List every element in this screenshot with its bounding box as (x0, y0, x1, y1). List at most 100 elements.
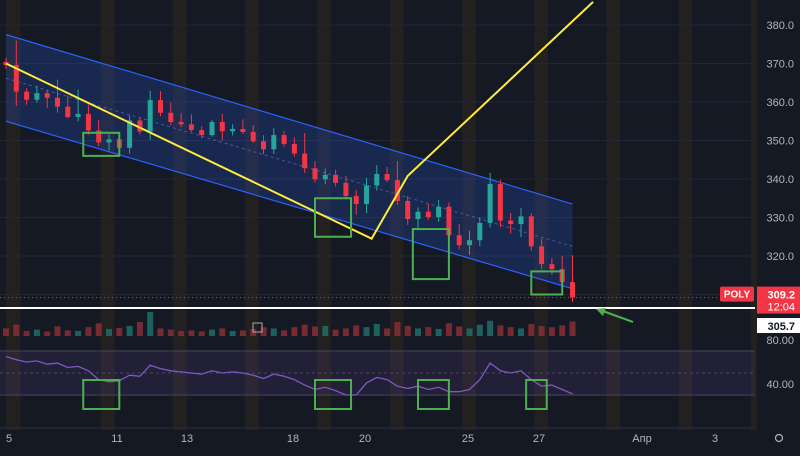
candle (467, 230, 472, 255)
candle-body (106, 139, 112, 143)
candle-body (322, 174, 328, 180)
candle (188, 114, 194, 133)
candle (178, 112, 184, 128)
time-tick-label: 11 (111, 433, 122, 445)
volume-bar (404, 325, 411, 336)
volume-bar (178, 330, 185, 336)
volume-bar (342, 328, 349, 336)
volume-bar (538, 325, 545, 336)
candle-body (281, 135, 287, 144)
highlight-box (530, 270, 564, 296)
candle-body (497, 184, 503, 221)
candle (158, 91, 163, 117)
candle-body (261, 141, 266, 150)
candle-body (137, 120, 143, 132)
volume-bar (445, 323, 452, 336)
highlight-box (411, 228, 450, 281)
rsi-highlight-box (314, 379, 353, 410)
volume-bar (425, 327, 432, 336)
price-tick-label: 330.0 (766, 213, 794, 225)
candle-body (415, 211, 421, 220)
weekend-stripe (678, 0, 692, 430)
event-marker (252, 322, 263, 333)
candle (570, 255, 575, 303)
candle (219, 113, 225, 141)
time-tick-label: 25 (462, 433, 474, 445)
highlight-box (82, 131, 121, 157)
candle-body (188, 124, 194, 131)
volume-bar (198, 331, 205, 336)
volume-bar (239, 330, 246, 336)
time-tick-label: 13 (181, 433, 193, 445)
time-tick-label: 27 (533, 433, 545, 445)
volume-bar (291, 327, 298, 336)
candle-body (240, 128, 246, 133)
weekend-stripe (462, 0, 476, 430)
volume-bar (415, 328, 421, 336)
candle (85, 104, 91, 135)
volume-bar (322, 325, 329, 336)
volume-bar (363, 327, 370, 336)
annotation-arrow-line (599, 309, 634, 323)
candle-body (168, 112, 174, 123)
level-label: 305.7 (767, 321, 795, 333)
price-tick-label: 340.0 (766, 174, 794, 186)
volume-bar (270, 328, 277, 336)
candle-body (467, 240, 472, 246)
rsi-band (0, 351, 755, 395)
candle-body (230, 128, 236, 132)
rsi-highlight-box (82, 379, 121, 410)
volume-bar (476, 324, 483, 336)
candle (34, 85, 40, 103)
highlight-box (314, 197, 353, 238)
projection-line (5, 1, 594, 240)
candle-body (528, 216, 534, 247)
volume-bar (569, 321, 576, 336)
candle-body (199, 130, 205, 136)
candle (518, 208, 524, 238)
candle (250, 125, 256, 143)
rsi-tick-label: 40.00 (766, 379, 794, 391)
time-tick-label: Апр (632, 433, 651, 445)
volume-bar (23, 330, 30, 336)
candle (137, 117, 143, 135)
candle-body (312, 168, 318, 180)
candle (240, 119, 246, 135)
candle-body (405, 200, 411, 220)
candle-body (13, 65, 19, 92)
weekend-stripe (172, 0, 187, 430)
candle-body (333, 174, 339, 183)
candle-body (374, 173, 380, 186)
candle-body (353, 195, 359, 205)
symbol-tag (720, 286, 754, 302)
candle (528, 212, 534, 251)
weekend-stripe (606, 0, 620, 430)
candle-body (487, 184, 493, 223)
candle-body (219, 122, 225, 132)
candle (13, 40, 19, 106)
candle (333, 169, 339, 187)
time-tick-label: 18 (287, 433, 299, 445)
candle (312, 160, 318, 183)
rsi-highlight-box (525, 379, 548, 410)
candle-body (518, 216, 524, 225)
last-price-badge (757, 286, 800, 314)
candle-body (147, 100, 153, 132)
candle (281, 131, 287, 147)
settings-icon[interactable] (774, 433, 784, 443)
candle (436, 199, 442, 222)
volume-bar (229, 330, 236, 336)
channel-upper-line (5, 34, 573, 205)
candle (24, 88, 30, 105)
volume-bar (507, 327, 514, 336)
time-tick-label: 20 (359, 433, 371, 445)
candle-body (178, 122, 184, 125)
candle (343, 175, 349, 199)
price-tick-label: 360.0 (766, 97, 794, 109)
candle-body (65, 106, 71, 118)
price-tick-label: 350.0 (766, 136, 794, 148)
candle-body (446, 206, 452, 236)
volume-bar (548, 327, 555, 336)
